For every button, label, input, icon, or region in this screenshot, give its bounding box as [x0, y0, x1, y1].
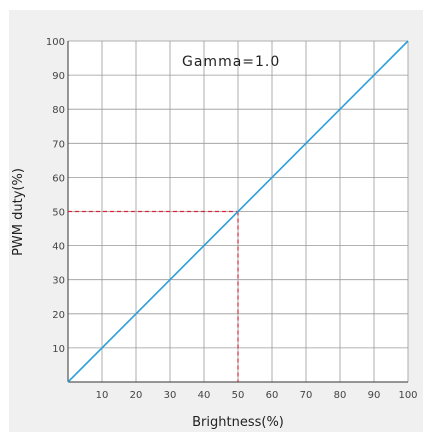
y-tick-label: 100	[46, 37, 65, 48]
y-tick-label: 50	[52, 208, 65, 219]
x-tick-label: 100	[398, 390, 417, 401]
y-tick-labels: 10 20 30 40 50 60 70 80 90 100	[46, 37, 65, 355]
x-tick-label: 80	[334, 390, 347, 401]
x-tick-label: 60	[266, 390, 279, 401]
series-line	[67, 40, 409, 383]
y-tick-label: 90	[52, 71, 65, 82]
y-tick-label: 70	[52, 139, 65, 150]
x-tick-label: 90	[368, 390, 381, 401]
x-tick-label: 40	[198, 390, 211, 401]
y-tick-label: 10	[52, 344, 65, 355]
x-tick-label: 50	[232, 390, 245, 401]
y-tick-label: 40	[52, 242, 65, 253]
x-axis-label: Brightness(%)	[192, 415, 284, 430]
x-tick-label: 70	[300, 390, 313, 401]
guide-lines	[68, 210, 239, 382]
y-tick-label: 30	[52, 276, 65, 287]
x-tick-label: 30	[164, 390, 177, 401]
y-tick-label: 80	[52, 105, 65, 116]
y-axis-label: PWM duty(%)	[11, 168, 26, 256]
y-tick-label: 60	[52, 173, 65, 184]
x-tick-label: 10	[96, 390, 109, 401]
gamma-annotation: Gamma=1.0	[182, 54, 280, 70]
x-tick-label: 20	[130, 390, 143, 401]
x-tick-labels: 10 20 30 40 50 60 70 80 90 100	[96, 390, 418, 401]
y-tick-label: 20	[52, 310, 65, 321]
series-layer	[67, 40, 409, 383]
